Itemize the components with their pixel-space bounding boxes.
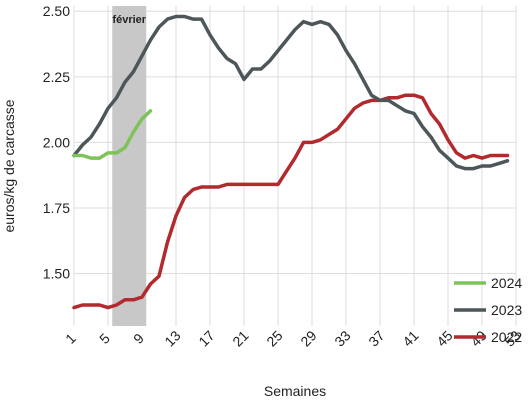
x-axis-label: Semaines [264,383,326,399]
y-tick-label: 1.50 [43,266,70,282]
x-tick-label: 1 [62,330,79,347]
legend-label-2024: 2024 [491,275,522,291]
legend-label-2023: 2023 [491,302,522,318]
x-tick-label: 13 [161,327,183,349]
x-tick-label: 33 [331,327,353,349]
x-tick-label: 5 [96,330,113,347]
series-line-2023 [72,14,510,171]
y-axis-label: euros/kg de carcasse [1,99,17,232]
y-tick-label: 2.50 [43,3,70,19]
x-tick-label: 17 [195,327,217,349]
x-tick-label: 25 [263,327,285,349]
band-annotation-label: février [112,14,146,26]
legend: 2024 2023 2022 [454,275,522,345]
y-tick-label: 1.75 [43,200,70,216]
series-line-2022 [72,93,510,310]
x-tick-label: 41 [399,327,421,349]
y-tick-labels: 1.50 1.75 2.00 2.25 2.50 [43,3,70,281]
legend-label-2022: 2022 [491,329,522,345]
x-tick-label: 45 [433,327,455,349]
series-layer [72,14,510,310]
x-tick-label: 21 [229,327,251,349]
x-tick-label: 37 [365,327,387,349]
x-tick-label: 9 [130,330,147,347]
y-tick-label: 2.00 [43,134,70,150]
x-tick-label: 29 [297,327,319,349]
y-tick-label: 2.25 [43,69,70,85]
series-line-2024 [72,109,153,160]
